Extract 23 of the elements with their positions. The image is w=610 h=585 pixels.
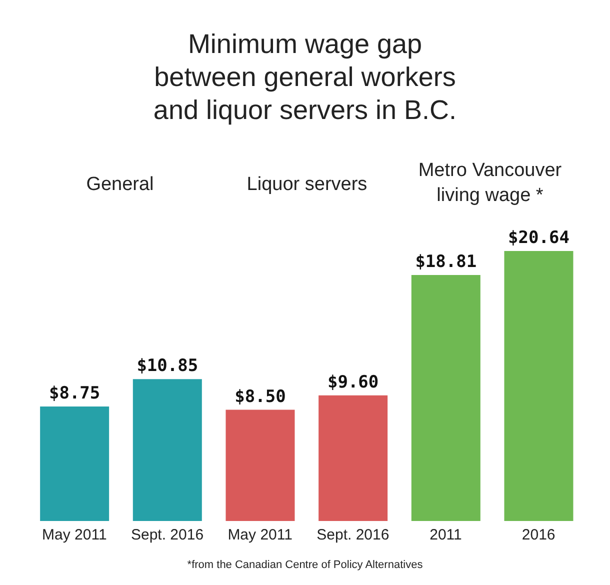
x-tick-label: May 2011 — [228, 526, 292, 544]
data-label: $8.75 — [48, 384, 100, 404]
data-label: $9.60 — [327, 372, 379, 392]
x-tick-label: 2016 — [522, 526, 556, 544]
chart-title: Minimum wage gap between general workers and liquor servers in B.C. — [152, 28, 458, 127]
text: General — [85, 173, 155, 197]
data-label: $8.50 — [234, 386, 286, 407]
bar — [318, 395, 388, 521]
text: Metro Vancouver living wage * — [417, 159, 563, 208]
text: Liquor servers — [246, 173, 368, 197]
bar — [132, 379, 202, 521]
text: *from the Canadian Centre of Policy Alternatives — [186, 559, 424, 571]
data-label: $20.64 — [508, 228, 570, 248]
bar — [504, 251, 574, 521]
bar — [411, 274, 480, 521]
x-tick-label: May 2011 — [42, 526, 107, 544]
data-label: $18.81 — [415, 252, 477, 272]
bar — [40, 406, 110, 521]
data-label: $10.85 — [136, 356, 198, 376]
x-tick-label: 2011 — [430, 526, 462, 544]
x-tick-label: Sept. 2016 — [130, 526, 204, 544]
bar — [226, 410, 295, 521]
x-tick-label: Sept. 2016 — [316, 526, 390, 544]
